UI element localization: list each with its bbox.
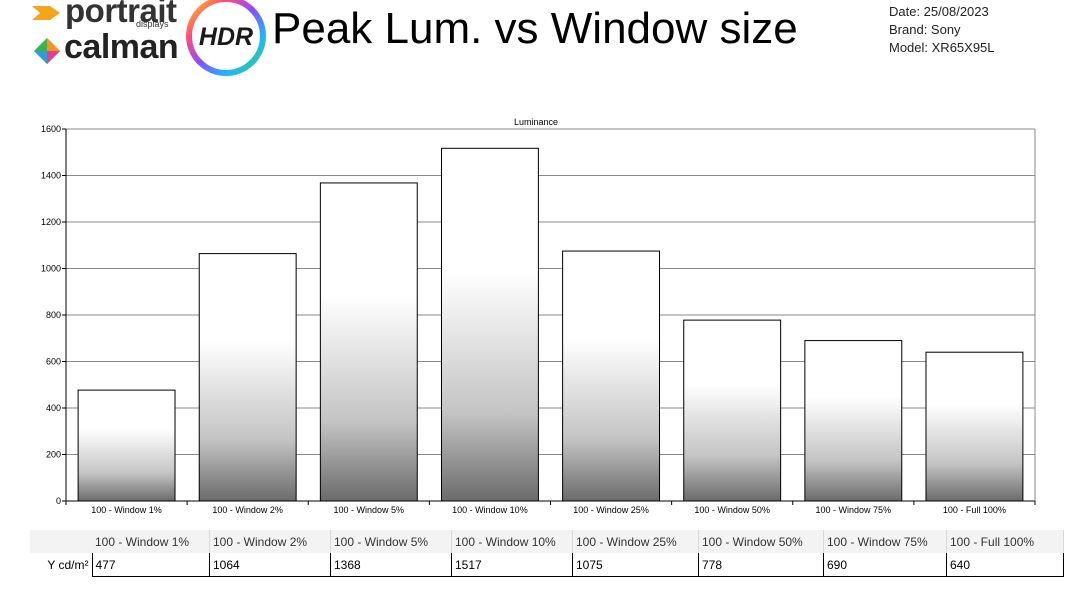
table-header-cell: 100 - Window 5%: [330, 530, 452, 553]
report-meta: Date: 25/08/2023 Brand: Sony Model: XR65…: [889, 3, 995, 57]
bar-2: [198, 253, 297, 502]
x-tick-label: 100 - Window 5%: [334, 505, 405, 515]
bar-7: [804, 340, 903, 502]
portrait-wordmark: portrait: [65, 0, 177, 29]
y-tick-label: 800: [46, 310, 61, 320]
table-value-cell: 477: [91, 553, 210, 577]
x-tick-label: 100 - Window 50%: [694, 505, 770, 515]
table-value-cell: 1064: [209, 553, 331, 577]
portrait-calman-logo: portrait displays calman: [32, 0, 182, 66]
table-header-cell: 100 - Window 50%: [698, 530, 824, 553]
hdr-badge-icon: HDR: [186, 0, 266, 76]
report-brand: Brand: Sony: [889, 22, 961, 37]
portrait-arrow-icon: [32, 6, 60, 20]
x-tick-label: 100 - Window 75%: [816, 505, 892, 515]
y-tick-label: 200: [46, 450, 61, 460]
x-tick-label: 100 - Window 2%: [212, 505, 283, 515]
bar-3: [319, 182, 418, 502]
report-model: Model: XR65X95L: [889, 40, 995, 55]
bar-4: [440, 147, 539, 502]
hdr-badge-label: HDR: [199, 23, 253, 51]
luminance-data-table: 100 - Window 1% 100 - Window 2% 100 - Wind…: [30, 530, 1064, 577]
x-tick-label: 100 - Full 100%: [943, 505, 1006, 515]
table-row: Y cd/m² 477 1064 1368 1517 1075 778 690 640: [30, 553, 1064, 577]
luminance-bar-chart: Luminance 0 200 400 600 800 1000 1200 1400 1600 1…: [41, 117, 1036, 515]
bar-6: [683, 319, 782, 502]
x-tick-label: 100 - Window 10%: [452, 505, 528, 515]
y-tick-label: 1000: [41, 264, 61, 274]
calman-wordmark: calman: [64, 28, 179, 66]
table-value-cell: 778: [698, 553, 824, 577]
table-value-cell: 1517: [451, 553, 573, 577]
y-tick-label: 1200: [41, 217, 61, 227]
table-header-cell: 100 - Window 75%: [823, 530, 947, 553]
table-value-cell: 640: [946, 553, 1064, 577]
chart-title: Luminance: [514, 117, 558, 127]
y-tick-label: 600: [46, 357, 61, 367]
table-value-cell: 1075: [572, 553, 699, 577]
y-tick-label: 1600: [41, 124, 61, 134]
bar-5: [562, 250, 661, 502]
calman-diamond-icon: [34, 38, 60, 64]
table-value-cell: 1368: [330, 553, 452, 577]
y-tick-label: 1400: [41, 171, 61, 181]
bar-1: [77, 389, 176, 502]
table-row-label: Y cd/m²: [47, 557, 89, 572]
table-header-cell: 100 - Full 100%: [946, 530, 1064, 553]
report-date: Date: 25/08/2023: [889, 4, 989, 19]
table-header-cell: 100 - Window 25%: [572, 530, 699, 553]
x-tick-label: 100 - Window 25%: [573, 505, 649, 515]
y-tick-label: 400: [46, 403, 61, 413]
chart-axes: 0 200 400 600 800 1000 1200 1400 1600 100 - Windo…: [41, 124, 1036, 515]
table-header-cell: 100 - Window 10%: [451, 530, 573, 553]
displays-wordmark: displays: [136, 19, 169, 29]
x-tick-label: 100 - Window 1%: [91, 505, 162, 515]
bar-8: [925, 351, 1024, 502]
table-value-cell: 690: [823, 553, 947, 577]
table-header-cell: 100 - Window 1%: [92, 530, 210, 553]
table-header-cell: 100 - Window 2%: [209, 530, 331, 553]
table-corner-cell: [30, 530, 92, 553]
y-tick-label: 0: [56, 496, 61, 506]
page-title: Peak Lum. vs Window size: [272, 4, 798, 53]
chart-bars: [77, 147, 1024, 502]
table-header-row: 100 - Window 1% 100 - Window 2% 100 - Wind…: [30, 530, 1064, 553]
